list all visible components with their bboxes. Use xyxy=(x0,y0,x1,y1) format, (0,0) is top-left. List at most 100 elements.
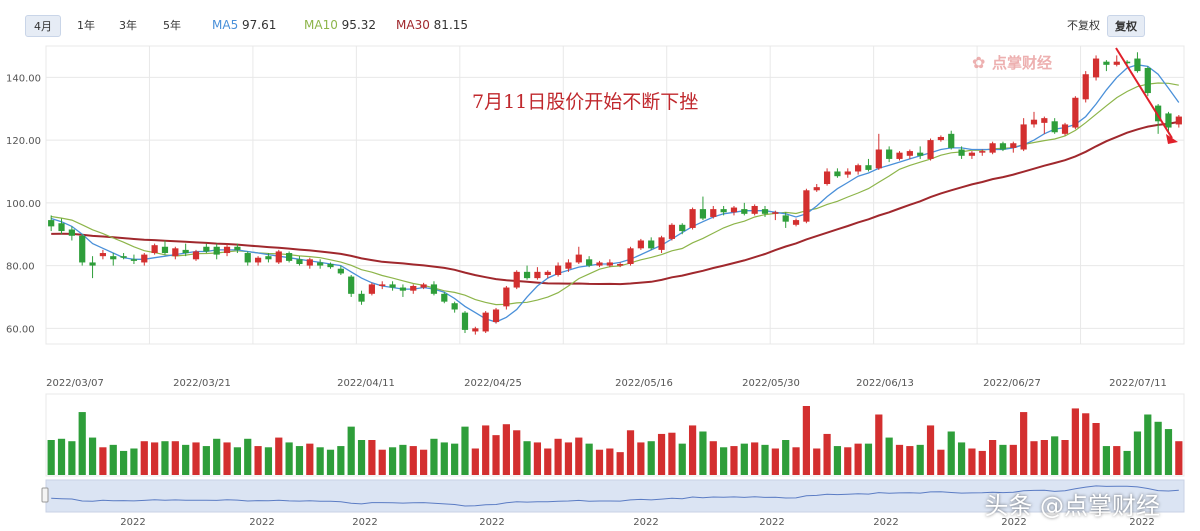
candle xyxy=(492,307,500,324)
volume-bar xyxy=(1040,440,1048,475)
candle-body xyxy=(348,276,355,294)
volume-bar xyxy=(637,442,645,475)
candle xyxy=(461,311,469,334)
candle-body xyxy=(668,224,676,239)
ma30-line xyxy=(51,120,1179,286)
ma5-value: 97.61 xyxy=(242,18,277,32)
volume-bar xyxy=(513,430,521,475)
date-axis-labels: 2022/03/07 2022/03/21 2022/04/11 2022/04/25… xyxy=(46,378,1167,389)
ma5-label: MA5 xyxy=(212,18,239,32)
candle-body xyxy=(172,248,179,257)
candle-body xyxy=(1175,116,1182,125)
candle-body xyxy=(679,224,686,232)
candle xyxy=(637,238,644,250)
candle xyxy=(1155,104,1162,134)
volume-bar xyxy=(720,447,728,475)
candle xyxy=(999,141,1007,152)
bottom-watermark: 头条 @点掌财经 xyxy=(984,492,1160,520)
candle-body xyxy=(420,284,427,288)
volume-bar xyxy=(761,444,769,475)
candle xyxy=(586,256,593,268)
unadjusted-button[interactable]: 不复权 xyxy=(1067,19,1100,32)
volume-bar xyxy=(544,448,552,475)
candle xyxy=(679,223,686,235)
ma5-indicator: MA5 97.61 xyxy=(212,18,276,32)
candle-body xyxy=(523,271,531,279)
volume-bar xyxy=(564,442,573,475)
candle-body xyxy=(534,271,541,279)
candle xyxy=(379,281,386,290)
candle xyxy=(1010,141,1017,153)
volume-bar xyxy=(316,447,324,475)
date-label: 2022/05/30 xyxy=(742,378,800,389)
candle-body xyxy=(792,220,800,225)
volume-bar xyxy=(192,442,200,475)
candle-body xyxy=(1061,124,1069,134)
annotation-arrow-line xyxy=(1115,47,1173,139)
candle xyxy=(1165,111,1172,134)
candle-body xyxy=(503,287,510,307)
range-4m-button[interactable]: 4月 xyxy=(25,15,61,37)
range-5y-button[interactable]: 5年 xyxy=(163,19,181,32)
time-navigator[interactable]: 2022 2022 2022 2022 2022 2022 2022 2022 2022 xyxy=(41,479,1185,528)
candle-body xyxy=(937,136,944,141)
volume-bar xyxy=(47,440,55,475)
candle xyxy=(596,260,603,268)
volume-bar xyxy=(492,435,500,475)
candle-body xyxy=(554,265,562,275)
candle xyxy=(420,282,427,290)
volume-bar xyxy=(792,447,800,475)
volume-bar xyxy=(782,440,790,475)
y-tick-label: 140.00 xyxy=(6,73,41,84)
candle xyxy=(979,149,986,156)
candle-body xyxy=(958,149,965,156)
range-1y-button[interactable]: 1年 xyxy=(77,19,95,32)
volume-bar xyxy=(709,441,717,475)
date-label: 2022/07/11 xyxy=(1109,378,1167,389)
candle xyxy=(192,249,200,261)
candle xyxy=(472,326,479,335)
candle xyxy=(917,146,924,159)
candle-body xyxy=(234,246,241,250)
volume-bar xyxy=(357,440,366,475)
candle-body xyxy=(927,140,934,159)
candle-body xyxy=(761,209,769,214)
date-label: 2022/06/27 xyxy=(983,378,1041,389)
volume-bar xyxy=(1009,444,1017,475)
candle xyxy=(358,290,365,305)
candle-body xyxy=(58,223,65,232)
candle xyxy=(1134,52,1141,73)
candle-body xyxy=(637,240,644,249)
candle-body xyxy=(244,253,251,263)
candle xyxy=(1103,60,1110,72)
ma30-label: MA30 xyxy=(396,18,430,32)
range-3y-button[interactable]: 3年 xyxy=(119,19,137,32)
volume-bar xyxy=(678,443,686,475)
candle xyxy=(575,246,582,265)
candle-body xyxy=(875,149,882,169)
candle xyxy=(523,265,531,280)
annotation-layer: 7月11日股价开始不断下挫 xyxy=(472,47,1178,144)
ma10-value: 95.32 xyxy=(341,18,377,32)
candle xyxy=(1020,118,1027,152)
volume-bar xyxy=(699,431,707,475)
candle xyxy=(1082,71,1089,103)
candle-body xyxy=(1082,74,1089,100)
candle-body xyxy=(813,187,820,191)
candle xyxy=(937,135,944,142)
volume-bar xyxy=(461,426,469,475)
navigator-line xyxy=(51,485,1179,507)
volume-bar xyxy=(864,443,873,475)
candle xyxy=(234,243,241,254)
volume-bar xyxy=(616,452,624,475)
candle-body xyxy=(1113,61,1120,65)
candle xyxy=(1041,116,1048,134)
volume-bar xyxy=(347,426,355,475)
candle-body xyxy=(513,271,520,288)
candle xyxy=(182,243,189,257)
date-label: 2022/06/13 xyxy=(856,378,914,389)
candle xyxy=(203,243,210,254)
adjusted-button[interactable]: 复权 xyxy=(1107,15,1145,37)
volume-bar xyxy=(802,406,810,475)
grid-lines xyxy=(45,45,1185,345)
